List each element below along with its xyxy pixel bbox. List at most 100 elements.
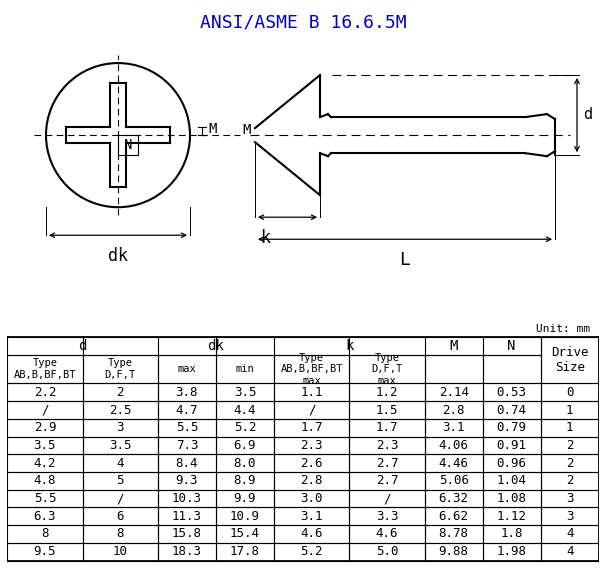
Text: 3.1: 3.1 bbox=[442, 421, 465, 434]
Text: 3.0: 3.0 bbox=[301, 492, 323, 505]
Text: 4.4: 4.4 bbox=[234, 403, 256, 416]
Text: 6.3: 6.3 bbox=[34, 510, 56, 523]
Text: L: L bbox=[399, 251, 410, 269]
Text: 3.8: 3.8 bbox=[176, 386, 198, 399]
Text: 8.78: 8.78 bbox=[439, 527, 468, 541]
Text: k: k bbox=[345, 339, 353, 353]
Text: 1.7: 1.7 bbox=[376, 421, 398, 434]
Text: 3.1: 3.1 bbox=[301, 510, 323, 523]
Text: /: / bbox=[383, 492, 391, 505]
Text: 1: 1 bbox=[566, 421, 573, 434]
Text: 1.1: 1.1 bbox=[301, 386, 323, 399]
Text: 3: 3 bbox=[566, 492, 573, 505]
Text: /: / bbox=[308, 403, 315, 416]
Text: 5: 5 bbox=[116, 474, 124, 487]
Text: 9.5: 9.5 bbox=[34, 545, 56, 558]
Text: 2.7: 2.7 bbox=[376, 456, 398, 470]
Text: 11.3: 11.3 bbox=[172, 510, 202, 523]
Text: Type
AB,B,BF,BT: Type AB,B,BF,BT bbox=[14, 359, 76, 380]
Text: 10: 10 bbox=[113, 545, 128, 558]
Text: 6.32: 6.32 bbox=[439, 492, 468, 505]
Text: 1.5: 1.5 bbox=[376, 403, 398, 416]
Text: 2.8: 2.8 bbox=[301, 474, 323, 487]
Text: max: max bbox=[178, 364, 196, 374]
Text: 4.8: 4.8 bbox=[34, 474, 56, 487]
Text: 2: 2 bbox=[566, 474, 573, 487]
Text: 15.4: 15.4 bbox=[230, 527, 260, 541]
Text: Drive
Size: Drive Size bbox=[551, 346, 588, 374]
Text: 2.2: 2.2 bbox=[34, 386, 56, 399]
Text: 5.0: 5.0 bbox=[376, 545, 398, 558]
Text: 10.9: 10.9 bbox=[230, 510, 260, 523]
Text: 5.06: 5.06 bbox=[439, 474, 468, 487]
Text: 8.4: 8.4 bbox=[176, 456, 198, 470]
Text: Type
D,F,T
max: Type D,F,T max bbox=[371, 353, 402, 386]
Text: 10.3: 10.3 bbox=[172, 492, 202, 505]
Text: 1.12: 1.12 bbox=[497, 510, 527, 523]
Text: 2.5: 2.5 bbox=[109, 403, 132, 416]
Text: 5.5: 5.5 bbox=[176, 421, 198, 434]
Text: 2: 2 bbox=[566, 439, 573, 452]
Text: 1.98: 1.98 bbox=[497, 545, 527, 558]
Text: 0.53: 0.53 bbox=[497, 386, 527, 399]
Text: 2.14: 2.14 bbox=[439, 386, 468, 399]
Text: 7.3: 7.3 bbox=[176, 439, 198, 452]
Text: ANSI/ASME B 16.6.5M: ANSI/ASME B 16.6.5M bbox=[200, 13, 406, 31]
Text: 0.96: 0.96 bbox=[497, 456, 527, 470]
Text: 8.0: 8.0 bbox=[234, 456, 256, 470]
Text: 5.2: 5.2 bbox=[301, 545, 323, 558]
Text: 6.9: 6.9 bbox=[234, 439, 256, 452]
Text: M: M bbox=[242, 123, 250, 137]
Text: 1.08: 1.08 bbox=[497, 492, 527, 505]
Text: 2.3: 2.3 bbox=[301, 439, 323, 452]
Text: 3.5: 3.5 bbox=[109, 439, 132, 452]
Text: 1.04: 1.04 bbox=[497, 474, 527, 487]
Text: 4.7: 4.7 bbox=[176, 403, 198, 416]
Text: 8: 8 bbox=[41, 527, 48, 541]
Text: 3.3: 3.3 bbox=[376, 510, 398, 523]
Text: 2: 2 bbox=[566, 456, 573, 470]
Text: 4: 4 bbox=[116, 456, 124, 470]
Text: /: / bbox=[41, 403, 48, 416]
Text: 1.8: 1.8 bbox=[501, 527, 523, 541]
Text: 5.5: 5.5 bbox=[34, 492, 56, 505]
Text: d: d bbox=[583, 106, 592, 122]
Text: 4.2: 4.2 bbox=[34, 456, 56, 470]
Text: 0.74: 0.74 bbox=[497, 403, 527, 416]
Text: 9.88: 9.88 bbox=[439, 545, 468, 558]
Text: /: / bbox=[116, 492, 124, 505]
Text: M: M bbox=[208, 122, 216, 136]
Text: 15.8: 15.8 bbox=[172, 527, 202, 541]
Text: Type
AB,B,BF,BT
max: Type AB,B,BF,BT max bbox=[281, 353, 343, 386]
Text: 18.3: 18.3 bbox=[172, 545, 202, 558]
Text: 0.91: 0.91 bbox=[497, 439, 527, 452]
Text: d: d bbox=[78, 339, 87, 353]
Text: 3.5: 3.5 bbox=[34, 439, 56, 452]
Text: 8.9: 8.9 bbox=[234, 474, 256, 487]
Text: dk: dk bbox=[108, 247, 128, 265]
Text: 8: 8 bbox=[116, 527, 124, 541]
Text: 1.7: 1.7 bbox=[301, 421, 323, 434]
Text: 9.9: 9.9 bbox=[234, 492, 256, 505]
Text: 17.8: 17.8 bbox=[230, 545, 260, 558]
Text: Unit: mm: Unit: mm bbox=[536, 324, 590, 335]
Text: Type
D,F,T: Type D,F,T bbox=[105, 359, 136, 380]
Text: 4.6: 4.6 bbox=[301, 527, 323, 541]
Text: 4: 4 bbox=[566, 545, 573, 558]
Text: 3: 3 bbox=[116, 421, 124, 434]
Text: 4: 4 bbox=[566, 527, 573, 541]
Text: 2: 2 bbox=[116, 386, 124, 399]
Text: 5.2: 5.2 bbox=[234, 421, 256, 434]
Text: 2.7: 2.7 bbox=[376, 474, 398, 487]
Text: N: N bbox=[124, 138, 132, 152]
Text: 4.46: 4.46 bbox=[439, 456, 468, 470]
Text: 1: 1 bbox=[566, 403, 573, 416]
Text: 3.5: 3.5 bbox=[234, 386, 256, 399]
Text: 2.6: 2.6 bbox=[301, 456, 323, 470]
Text: 3: 3 bbox=[566, 510, 573, 523]
Text: k: k bbox=[260, 229, 270, 247]
Text: 9.3: 9.3 bbox=[176, 474, 198, 487]
Text: 2.8: 2.8 bbox=[442, 403, 465, 416]
Text: 6.62: 6.62 bbox=[439, 510, 468, 523]
Text: min: min bbox=[236, 364, 255, 374]
